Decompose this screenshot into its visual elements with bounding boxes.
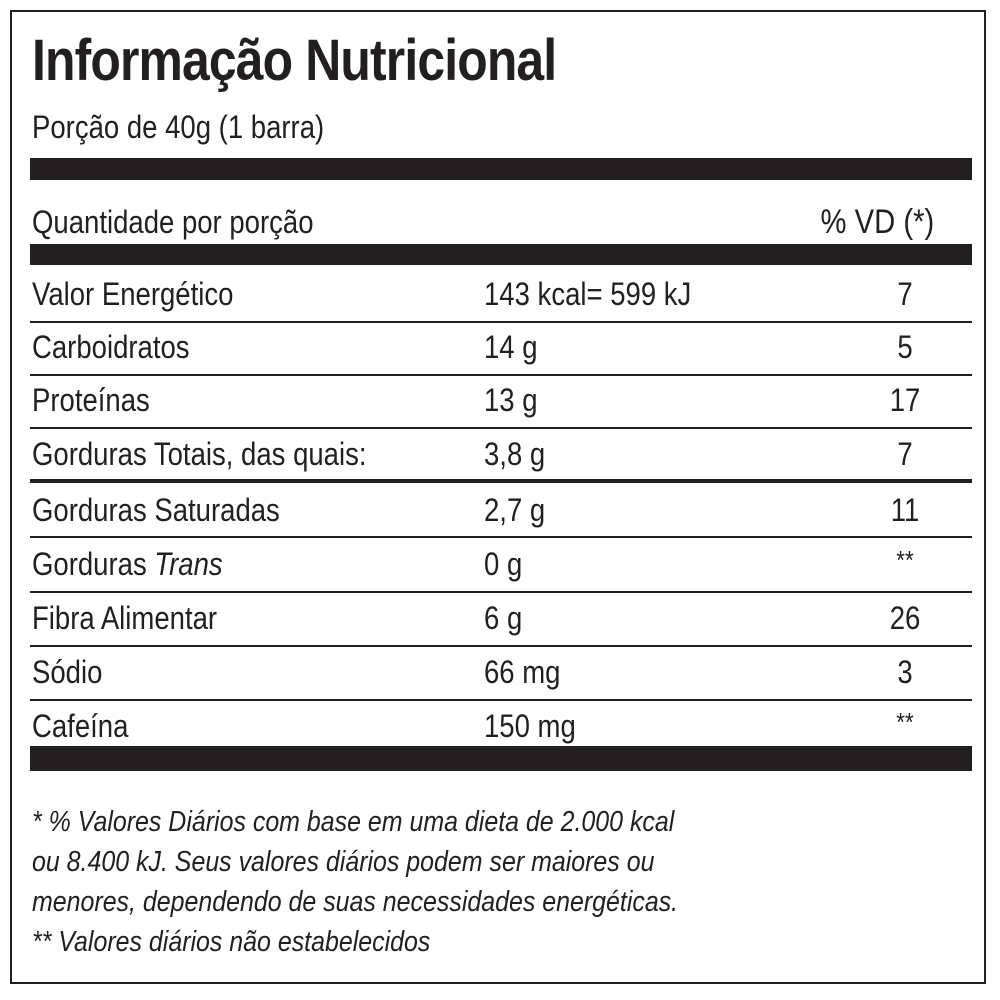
- row-divider: [30, 645, 972, 647]
- row-divider: [30, 321, 972, 323]
- footnote-line: menores, dependendo de suas necessidades…: [32, 886, 679, 918]
- nutrient-name: Valor Energético: [32, 276, 234, 312]
- bottom-thick-bar: [30, 746, 972, 771]
- nutrient-dv: 17: [889, 382, 921, 418]
- nutrient-amount: 0 g: [484, 546, 523, 582]
- table-row: Sódio 66 mg 3: [30, 646, 972, 698]
- footnote-line: ** Valores diários não estabelecidos: [32, 926, 431, 958]
- nutrient-name: Carboidratos: [32, 329, 190, 365]
- nutrient-amount: 6 g: [484, 600, 523, 636]
- table-row: Cafeína 150 mg **: [30, 700, 972, 752]
- table-row: Gorduras Totais, das quais: 3,8 g 7: [30, 428, 972, 480]
- table-row: Carboidratos 14 g 5: [30, 321, 972, 373]
- nutrient-dv: 5: [897, 329, 913, 365]
- nutrient-dv: 7: [897, 436, 913, 472]
- nutrient-amount: 150 mg: [484, 708, 576, 744]
- nutrient-name-italic: Trans: [154, 546, 223, 582]
- header-thick-bar: [30, 244, 972, 265]
- footnotes: * % Valores Diários com base em uma diet…: [32, 802, 806, 962]
- row-divider: [30, 591, 972, 593]
- row-divider: [30, 536, 972, 538]
- table-row: Fibra Alimentar 6 g 26: [30, 592, 972, 644]
- table-row: Gorduras Saturadas 2,7 g 11: [30, 484, 972, 536]
- nutrient-dv: **: [896, 545, 914, 575]
- nutrient-amount: 14 g: [484, 329, 538, 365]
- nutrient-dv: 26: [889, 600, 921, 636]
- nutrient-name: Fibra Alimentar: [32, 600, 218, 636]
- nutrient-dv: **: [896, 707, 914, 737]
- nutrient-dv: 3: [897, 654, 913, 690]
- nutrient-name: Cafeína: [32, 708, 129, 744]
- nutrient-amount: 3,8 g: [484, 436, 546, 472]
- footnote-line: ou 8.400 kJ. Seus valores diários podem …: [32, 846, 655, 878]
- table-row: Proteínas 13 g 17: [30, 374, 972, 426]
- table-row: Valor Energético 143 kcal= 599 kJ 7: [30, 268, 972, 320]
- nutrient-name: Gorduras Totais, das quais:: [32, 436, 367, 472]
- nutrient-amount: 2,7 g: [484, 492, 546, 528]
- nutrient-name: Gorduras Trans: [32, 538, 223, 590]
- nutrient-amount: 143 kcal= 599 kJ: [484, 276, 692, 312]
- footnote-line: * % Valores Diários com base em uma diet…: [32, 806, 675, 838]
- row-divider: [30, 427, 972, 429]
- nutrient-dv: 7: [897, 276, 913, 312]
- nutrient-dv: 11: [890, 492, 920, 528]
- nutrition-facts-panel: Informação Nutricional Porção de 40g (1 …: [10, 10, 986, 984]
- row-divider: [30, 374, 972, 376]
- table-row: Gorduras Trans 0 g **: [30, 538, 972, 590]
- panel-title: Informação Nutricional: [32, 28, 557, 93]
- nutrient-amount: 66 mg: [484, 654, 561, 690]
- daily-value-header: % VD (*): [820, 203, 934, 241]
- row-divider-heavy: [30, 479, 972, 483]
- nutrient-name: Proteínas: [32, 382, 150, 418]
- nutrient-name: Sódio: [32, 654, 103, 690]
- quantity-per-serving-label: Quantidade por porção: [32, 204, 314, 240]
- top-thick-bar: [30, 158, 972, 180]
- nutrient-name: Gorduras Saturadas: [32, 492, 280, 528]
- row-divider: [30, 699, 972, 701]
- nutrient-name-prefix: Gorduras: [32, 546, 155, 582]
- nutrient-amount: 13 g: [484, 382, 538, 418]
- serving-size: Porção de 40g (1 barra): [32, 109, 325, 145]
